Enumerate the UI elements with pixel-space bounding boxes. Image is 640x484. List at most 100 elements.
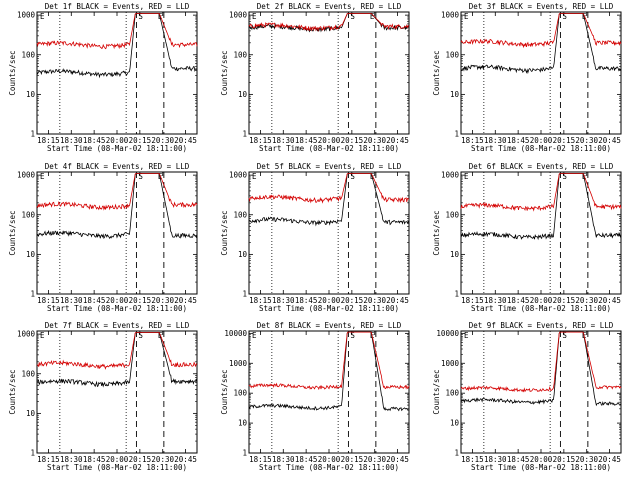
lld-series-line: [248, 331, 410, 391]
start-marker-label: S: [350, 172, 355, 181]
start-marker-label: S: [562, 172, 567, 181]
x-tick-label: 20:30: [575, 455, 598, 464]
x-tick-label: 18:15: [461, 136, 484, 145]
plot-frame: [460, 330, 622, 454]
plot-frame: [248, 171, 410, 295]
x-tick-label: 18:30: [484, 136, 507, 145]
x-tick-label: 20:45: [174, 296, 197, 305]
x-tick-label: 20:30: [575, 136, 598, 145]
start-marker-label: S: [138, 331, 143, 340]
y-tick-label: 10: [450, 419, 460, 428]
y-tick-label: 100: [233, 389, 247, 398]
y-axis-label: Counts/sec: [8, 50, 17, 95]
plot-frame: [36, 11, 198, 135]
y-axis-label: Counts/sec: [432, 210, 441, 255]
start-marker-label: S: [350, 331, 355, 340]
y-tick-label: 10: [450, 90, 460, 99]
events-series-line: [248, 173, 410, 227]
x-tick-label: 20:45: [386, 455, 409, 464]
x-tick-label: 20:30: [151, 136, 174, 145]
x-axis-label: Start Time (08-Mar-02 18:11:00): [471, 304, 611, 313]
left-marker-label: E: [464, 12, 469, 21]
y-axis-label: Counts/sec: [432, 50, 441, 95]
panel-title: Det 1f BLACK = Events, RED = LLD: [45, 2, 190, 11]
x-tick-label: 20:15: [341, 296, 364, 305]
x-tick-label: 18:15: [249, 296, 272, 305]
x-tick-label: 20:00: [318, 455, 341, 464]
x-tick-label: 20:15: [341, 455, 364, 464]
lld-series-line: [248, 13, 410, 32]
x-axis-label: Start Time (08-Mar-02 18:11:00): [47, 304, 187, 313]
x-tick-label: 18:45: [295, 296, 318, 305]
lld-series-line: [36, 173, 198, 211]
y-tick-label: 1: [30, 130, 35, 139]
x-tick-label: 18:45: [507, 136, 530, 145]
plot-frame: [248, 11, 410, 135]
x-axis-label: Start Time (08-Mar-02 18:11:00): [47, 463, 187, 472]
x-tick-label: 20:45: [386, 296, 409, 305]
x-tick-label: 20:30: [363, 296, 386, 305]
x-tick-label: 20:15: [553, 296, 576, 305]
y-tick-label: 10: [26, 90, 36, 99]
y-tick-label: 10: [238, 90, 248, 99]
x-tick-label: 18:15: [249, 136, 272, 145]
start-marker-label: S: [138, 12, 143, 21]
panel-title: Det 2f BLACK = Events, RED = LLD: [257, 2, 402, 11]
start-marker-label: S: [138, 172, 143, 181]
x-tick-label: 20:15: [553, 455, 576, 464]
x-tick-label: 18:30: [60, 136, 83, 145]
y-tick-label: 1000: [17, 330, 36, 339]
x-tick-label: 18:45: [83, 136, 106, 145]
left-marker-label: E: [40, 12, 45, 21]
x-tick-label: 20:00: [530, 296, 553, 305]
left-marker-label: E: [252, 172, 257, 181]
y-tick-label: 1: [30, 449, 35, 458]
x-tick-label: 20:45: [174, 136, 197, 145]
x-tick-label: 18:45: [83, 455, 106, 464]
events-series-line: [460, 331, 622, 407]
y-tick-label: 1: [242, 290, 247, 299]
panel-title: Det 7f BLACK = Events, RED = LLD: [45, 321, 190, 330]
panel-title: Det 5f BLACK = Events, RED = LLD: [257, 162, 402, 171]
x-tick-label: 20:30: [363, 455, 386, 464]
start-marker-label: S: [562, 331, 567, 340]
x-tick-label: 20:30: [151, 455, 174, 464]
x-tick-label: 20:45: [174, 455, 197, 464]
x-tick-label: 18:15: [461, 296, 484, 305]
x-tick-label: 18:45: [83, 296, 106, 305]
x-tick-label: 20:00: [106, 455, 129, 464]
y-axis-label: Counts/sec: [220, 210, 229, 255]
left-marker-label: E: [40, 331, 45, 340]
y-tick-label: 1: [454, 449, 459, 458]
lld-series-line: [460, 173, 622, 212]
y-tick-label: 1: [454, 130, 459, 139]
x-axis-label: Start Time (08-Mar-02 18:11:00): [259, 304, 399, 313]
plot-frame: [460, 171, 622, 295]
y-tick-label: 10: [238, 250, 248, 259]
y-tick-label: 1: [454, 290, 459, 299]
y-tick-label: 1000: [229, 171, 248, 180]
events-series-line: [36, 173, 198, 240]
x-tick-label: 18:45: [507, 296, 530, 305]
x-tick-label: 18:45: [295, 136, 318, 145]
x-tick-label: 18:30: [272, 455, 295, 464]
y-tick-label: 10: [26, 409, 36, 418]
y-tick-label: 1: [242, 449, 247, 458]
start-marker-label: S: [562, 12, 567, 21]
start-marker-label: S: [350, 12, 355, 21]
x-tick-label: 20:00: [530, 455, 553, 464]
x-tick-label: 20:15: [129, 296, 152, 305]
x-tick-label: 20:45: [598, 455, 621, 464]
lld-series-line: [460, 13, 622, 49]
x-tick-label: 18:15: [37, 455, 60, 464]
lld-series-line: [36, 332, 198, 370]
x-axis-label: Start Time (08-Mar-02 18:11:00): [471, 463, 611, 472]
x-axis-label: Start Time (08-Mar-02 18:11:00): [259, 144, 399, 153]
x-tick-label: 18:15: [461, 455, 484, 464]
x-axis-label: Start Time (08-Mar-02 18:11:00): [259, 463, 399, 472]
x-axis-label: Start Time (08-Mar-02 18:11:00): [47, 144, 187, 153]
panel-title: Det 3f BLACK = Events, RED = LLD: [469, 2, 614, 11]
plot-frame: [36, 330, 198, 454]
y-tick-label: 1000: [441, 171, 460, 180]
